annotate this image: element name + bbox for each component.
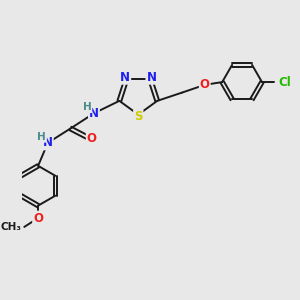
Text: O: O [87,132,97,145]
Text: H: H [83,102,92,112]
Text: CH₃: CH₃ [1,222,22,232]
Text: Cl: Cl [279,76,291,88]
Text: N: N [43,136,53,149]
Text: N: N [120,71,130,84]
Text: O: O [200,78,210,91]
Text: H: H [37,132,46,142]
Text: N: N [146,71,156,84]
Text: S: S [134,110,142,123]
Text: N: N [89,107,99,120]
Text: O: O [33,212,43,225]
